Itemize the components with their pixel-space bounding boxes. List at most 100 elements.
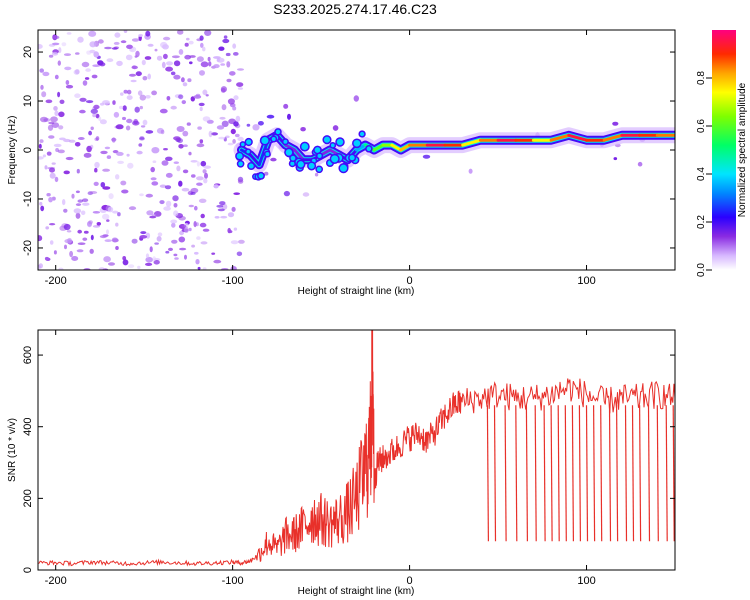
spectrogram-noise-blob	[77, 36, 84, 43]
spectrogram-noise-blob	[38, 44, 43, 49]
spectrogram-y-tick-label: 0	[22, 147, 34, 153]
spectrogram-noise-blob	[67, 237, 72, 244]
signal-trace-point	[263, 150, 271, 158]
spectrogram-noise-blob	[178, 236, 186, 243]
spectrogram-noise-blob	[77, 199, 84, 203]
spectrogram-noise-blob	[92, 225, 101, 228]
spectrogram-noise-blob	[283, 190, 290, 197]
spectrogram-noise-blob	[165, 250, 170, 254]
signal-trace-point	[338, 163, 349, 174]
spectrogram-noise-blob	[213, 56, 221, 59]
snr-dropout	[600, 405, 603, 542]
spectrogram-noise-blob	[191, 174, 196, 178]
spectrogram-noise-blob	[227, 212, 235, 218]
spectrogram-noise-blob	[57, 149, 65, 154]
spectrogram-noise-blob	[195, 259, 200, 265]
signal-trace-point	[316, 152, 324, 160]
spectrogram-noise-blob	[161, 61, 166, 69]
spectrogram-noise-blob	[154, 48, 158, 52]
signal-trace-point	[329, 142, 337, 149]
spectrogram-noise-blob	[186, 122, 191, 126]
spectrogram-noise-blob	[270, 157, 277, 162]
spectrogram-noise-blob	[123, 89, 128, 94]
spectrogram-noise-blob	[226, 61, 231, 68]
spectrogram-noise-blob	[82, 198, 89, 202]
spectrogram-noise-blob	[116, 60, 123, 67]
signal-trace-point	[270, 135, 278, 143]
spectrogram-noise-blob	[200, 61, 209, 68]
spectrogram-noise-blob	[165, 66, 174, 72]
spectrogram-noise-blob	[208, 61, 212, 67]
spectrogram-noise-blob	[221, 203, 228, 210]
spectrogram-noise-blob	[208, 130, 213, 138]
spectrogram-noise-blob	[193, 221, 197, 228]
spectrogram-noise-blob	[220, 63, 226, 66]
spectrogram-noise-blob	[149, 246, 153, 253]
spectrogram-noise-blob	[171, 239, 178, 244]
spectrogram-noise-blob	[89, 41, 97, 48]
snr-dropout	[515, 405, 518, 542]
spectrogram-noise-blob	[58, 47, 62, 54]
spectrogram-noise-blob	[181, 187, 190, 192]
signal-trace-segment	[549, 133, 571, 142]
spectrogram-noise-blob	[52, 42, 60, 46]
spectrogram-noise-blob	[86, 50, 92, 55]
snr-x-tick-label: 0	[407, 575, 413, 587]
snr-dropout	[504, 405, 507, 542]
spectrogram-noise-blob	[53, 250, 57, 255]
spectrogram-noise-blob	[170, 219, 178, 224]
spectrogram-noise-blob	[130, 79, 137, 83]
spectrogram-noise-blob	[227, 142, 234, 146]
spectrogram-noise-blob	[150, 177, 157, 181]
spectrogram-noise-blob	[142, 76, 148, 81]
spectrogram-noise-blob	[202, 116, 211, 122]
snr-dropout	[550, 405, 553, 542]
spectrogram-noise-blob	[126, 153, 130, 157]
spectrogram-noise-blob	[302, 192, 310, 197]
figure-title: S233.2025.274.17.46.C23	[273, 1, 437, 17]
spectrogram-noise-blob	[146, 210, 154, 216]
spectrogram-noise-blob	[152, 160, 157, 163]
spectrogram-noise-blob	[235, 115, 241, 122]
snr-dropout	[615, 405, 619, 542]
spectrogram-noise-blob	[92, 211, 101, 214]
spectrogram-noise-blob	[205, 94, 209, 97]
spectrogram-noise-blob	[144, 56, 152, 60]
spectrogram-noise-blob	[164, 185, 172, 190]
spectrogram-noise-blob	[172, 195, 179, 202]
spectrogram-noise-blob	[199, 70, 205, 76]
spectrogram-noise-blob	[612, 121, 619, 126]
spectrogram-noise-blob	[145, 193, 153, 198]
spectrogram-noise-blob	[173, 253, 178, 257]
spectrogram-noise-blob	[229, 71, 236, 76]
spectrogram-noise-blob	[75, 190, 80, 194]
spectrogram-noise-blob	[51, 196, 56, 201]
spectrogram-noise-blob	[74, 142, 81, 147]
spectrogram-noise-blob	[237, 68, 244, 71]
spectrogram-noise-blob	[194, 205, 198, 211]
spectrogram-noise-blob	[53, 106, 58, 111]
spectrogram-noise-blob	[226, 78, 232, 83]
spectrogram-noise-blob	[39, 68, 44, 73]
spectrogram-noise-blob	[108, 262, 115, 266]
spectrogram-noise-blob	[90, 108, 99, 114]
spectrogram-noise-blob	[174, 257, 179, 260]
spectrogram-noise-blob	[126, 118, 133, 124]
spectrogram-noise-blob	[51, 162, 56, 165]
spectrogram-noise-blob	[189, 61, 193, 65]
spectrogram-noise-blob	[191, 244, 196, 248]
snr-y-tick-label: 600	[22, 346, 34, 364]
spectrogram-noise-blob	[94, 167, 98, 173]
spectrogram-noise-blob	[173, 136, 181, 141]
spectrogram-noise-blob	[49, 167, 55, 173]
spectrogram-noise-blob	[57, 60, 61, 66]
spectrogram-noise-blob	[46, 193, 51, 197]
spectrogram-noise-blob	[171, 222, 176, 228]
spectrogram-noise-blob	[218, 136, 226, 140]
spectrogram-noise-blob	[92, 64, 101, 67]
spectrogram-noise-blob	[225, 135, 230, 139]
spectrogram-noise-blob	[38, 235, 43, 242]
spectrogram-noise-blob	[65, 84, 74, 89]
spectrogram-noise-blob	[231, 206, 236, 212]
spectrogram-noise-blob	[227, 98, 235, 105]
